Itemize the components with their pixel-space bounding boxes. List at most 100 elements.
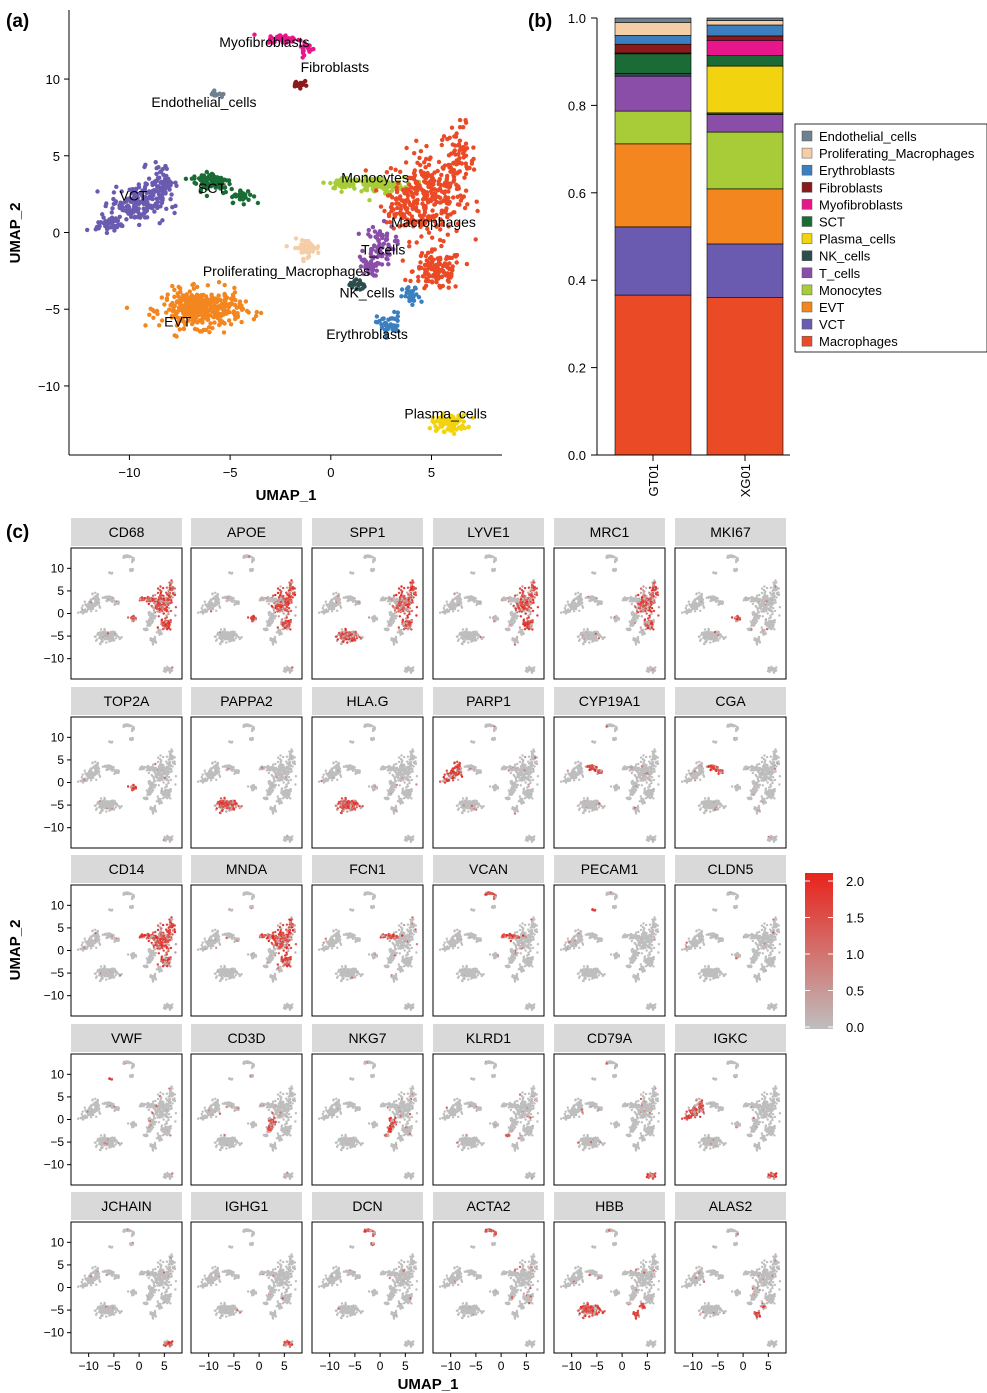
point	[324, 600, 327, 603]
point	[221, 630, 225, 634]
point	[410, 588, 413, 591]
point	[219, 632, 222, 636]
point	[366, 555, 369, 558]
point	[289, 609, 293, 613]
point	[246, 616, 250, 619]
point	[199, 300, 204, 305]
point	[410, 609, 414, 613]
point	[147, 602, 150, 606]
point	[401, 619, 404, 622]
cluster-label: Endothelial_cells	[151, 94, 256, 110]
cluster-points-sct	[183, 169, 261, 207]
point	[159, 585, 162, 588]
point	[371, 568, 374, 572]
point	[195, 298, 200, 304]
point	[212, 320, 217, 325]
point	[215, 609, 218, 612]
point	[166, 628, 169, 631]
point	[473, 237, 478, 242]
point	[219, 318, 224, 323]
point	[278, 631, 281, 634]
point	[103, 638, 107, 641]
point	[407, 239, 412, 245]
point	[220, 635, 223, 638]
point	[405, 193, 411, 198]
bar-segment	[614, 75, 692, 112]
point	[221, 640, 224, 643]
point	[396, 598, 399, 602]
point	[428, 189, 434, 194]
point	[265, 620, 268, 623]
legend-label: Erythroblasts	[819, 163, 895, 178]
point	[103, 627, 106, 631]
point	[342, 640, 345, 643]
point	[396, 606, 400, 610]
point	[271, 598, 274, 601]
point	[221, 330, 227, 335]
point	[536, 614, 539, 617]
point	[414, 240, 419, 245]
x-tick-label: −5	[223, 465, 238, 480]
point	[135, 208, 140, 214]
point	[154, 308, 160, 314]
point	[444, 206, 449, 211]
point	[457, 138, 463, 143]
point	[230, 200, 236, 205]
point	[463, 171, 469, 177]
point	[447, 261, 452, 266]
point	[120, 636, 123, 639]
point	[424, 263, 429, 268]
legend-swatch	[801, 164, 813, 176]
legend-swatch	[801, 216, 813, 227]
bar-segment	[706, 55, 784, 67]
bar-segment	[614, 35, 692, 45]
point	[294, 606, 298, 609]
point	[192, 326, 198, 332]
point	[437, 176, 442, 182]
point	[156, 591, 160, 595]
point	[212, 314, 217, 320]
point	[406, 290, 411, 295]
point	[465, 166, 470, 171]
point	[426, 230, 432, 235]
point	[158, 204, 163, 209]
point	[218, 604, 221, 608]
point	[124, 305, 130, 310]
point	[94, 224, 100, 230]
cluster-label: EVT	[164, 314, 192, 330]
point	[281, 586, 285, 590]
point	[196, 611, 200, 614]
point	[212, 604, 216, 607]
point	[183, 176, 189, 181]
point	[398, 604, 402, 607]
point	[412, 666, 415, 669]
point	[95, 638, 99, 641]
point	[99, 642, 102, 646]
point	[397, 610, 400, 613]
y-tick-label: 1.0	[568, 11, 586, 26]
point	[114, 184, 119, 189]
cluster-points-fibroblasts	[292, 78, 309, 91]
point	[402, 610, 405, 613]
point	[426, 173, 432, 178]
point	[286, 593, 289, 596]
point	[152, 209, 157, 214]
facet-apoe: APOE	[190, 518, 303, 680]
point	[399, 294, 404, 299]
point	[240, 306, 246, 312]
point	[516, 593, 519, 597]
point	[339, 604, 342, 608]
point	[174, 334, 179, 339]
panel-label-a: (a)	[6, 11, 29, 32]
point	[91, 592, 94, 595]
point	[401, 597, 404, 600]
point	[376, 261, 382, 266]
point	[233, 630, 236, 633]
bar-segment	[614, 110, 692, 145]
point	[167, 179, 173, 184]
legend-swatch	[801, 199, 813, 210]
bar-segment	[614, 226, 692, 296]
point	[404, 189, 409, 194]
point	[328, 603, 332, 606]
point	[418, 253, 424, 259]
